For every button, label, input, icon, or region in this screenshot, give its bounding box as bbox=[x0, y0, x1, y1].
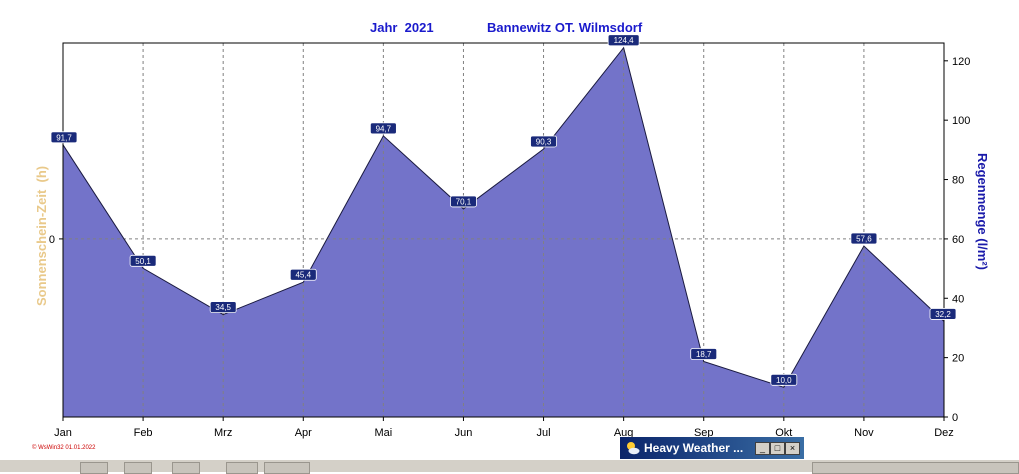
taskbar-tray bbox=[812, 462, 1019, 474]
data-label-text: 32,2 bbox=[935, 310, 951, 319]
data-label: 57,6 bbox=[850, 232, 878, 245]
maximize-button[interactable]: □ bbox=[770, 442, 785, 455]
taskbar-item[interactable] bbox=[124, 462, 152, 474]
right-axis-tick-label: 0 bbox=[952, 412, 958, 424]
data-label: 70,1 bbox=[450, 195, 477, 208]
data-label-box bbox=[209, 301, 237, 313]
data-label: 45,4 bbox=[289, 268, 317, 281]
right-axis-tick-label: 100 bbox=[952, 115, 970, 127]
x-axis-tick-label: Aug bbox=[614, 427, 634, 439]
right-axis-tick-label: 40 bbox=[952, 293, 964, 305]
data-label: 94,7 bbox=[369, 122, 397, 135]
data-label-text: 124,4 bbox=[614, 36, 635, 45]
taskbar-item[interactable] bbox=[226, 462, 258, 474]
data-label: 34,5 bbox=[209, 301, 237, 313]
data-label: 18,7 bbox=[690, 348, 718, 360]
close-button[interactable]: × bbox=[785, 442, 800, 455]
software-credit: © WsWin32 01.01.2022 bbox=[32, 445, 96, 451]
left-axis-tick-label: 0 bbox=[49, 234, 55, 246]
minimize-button[interactable]: _ bbox=[755, 442, 770, 455]
data-label-box bbox=[530, 135, 557, 148]
right-axis-tick-label: 120 bbox=[952, 56, 970, 68]
x-axis-tick-label: Jun bbox=[455, 427, 473, 439]
right-axis-label: Regenmenge (l/m²) bbox=[975, 153, 990, 271]
data-label-text: 94,7 bbox=[376, 124, 392, 133]
data-label-text: 34,5 bbox=[215, 303, 231, 312]
data-label-box bbox=[129, 254, 157, 267]
data-label: 90,3 bbox=[530, 135, 557, 148]
data-label-text: 90,3 bbox=[536, 137, 552, 146]
right-axis-tick-label: 60 bbox=[952, 234, 964, 246]
data-label-text: 57,6 bbox=[856, 235, 872, 244]
chart-title-year: Jahr 2021 bbox=[370, 20, 434, 35]
data-label: 50,1 bbox=[129, 254, 157, 267]
window-title: Heavy Weather ... bbox=[644, 441, 744, 455]
taskbar-item[interactable] bbox=[172, 462, 200, 474]
data-label: 91,7 bbox=[50, 131, 78, 144]
x-axis-tick-label: Apr bbox=[295, 427, 312, 439]
data-label-text: 91,7 bbox=[56, 133, 72, 142]
data-label: 32,2 bbox=[929, 308, 957, 320]
data-label-box bbox=[690, 348, 718, 360]
data-label-text: 50,1 bbox=[135, 257, 151, 266]
data-label-text: 10,0 bbox=[776, 376, 792, 385]
taskbar-item[interactable] bbox=[264, 462, 310, 474]
x-axis-tick-label: Nov bbox=[854, 427, 874, 439]
x-axis-tick-label: Sep bbox=[694, 427, 714, 439]
chart-title-station: Bannewitz OT. Wilmsdorf bbox=[487, 20, 643, 35]
x-axis-tick-label: Mai bbox=[374, 427, 392, 439]
x-axis-tick-label: Dez bbox=[934, 427, 954, 439]
data-label-text: 45,4 bbox=[295, 271, 311, 280]
x-axis-tick-label: Okt bbox=[775, 427, 792, 439]
weather-icon bbox=[627, 442, 640, 455]
x-axis-tick-label: Jul bbox=[537, 427, 551, 439]
x-axis-tick-label: Mrz bbox=[214, 427, 232, 439]
data-label-box bbox=[369, 122, 397, 135]
x-axis-tick-label: Feb bbox=[134, 427, 153, 439]
data-label-text: 70,1 bbox=[456, 197, 472, 206]
data-label: 124,4 bbox=[607, 34, 640, 47]
rain-area bbox=[63, 47, 944, 417]
data-label-box bbox=[929, 308, 957, 320]
heavy-weather-window[interactable]: Heavy Weather ... _ □ × bbox=[620, 437, 804, 459]
right-axis-tick-label: 80 bbox=[952, 175, 964, 187]
data-label-text: 18,7 bbox=[696, 350, 712, 359]
data-label-box bbox=[607, 34, 640, 47]
right-axis-tick-label: 20 bbox=[952, 353, 964, 365]
data-label-box bbox=[289, 268, 317, 281]
data-label: 10,0 bbox=[770, 373, 798, 386]
taskbar bbox=[0, 459, 1019, 474]
data-label-box bbox=[50, 131, 78, 144]
data-label-box bbox=[770, 373, 798, 386]
plot-frame bbox=[62, 42, 945, 418]
data-label-box bbox=[450, 195, 477, 208]
left-axis-label: Sonnenschein-Zeit (h) bbox=[34, 165, 49, 306]
data-label-box bbox=[850, 232, 878, 245]
taskbar-item[interactable] bbox=[80, 462, 108, 474]
x-axis-tick-label: Jan bbox=[54, 427, 72, 439]
